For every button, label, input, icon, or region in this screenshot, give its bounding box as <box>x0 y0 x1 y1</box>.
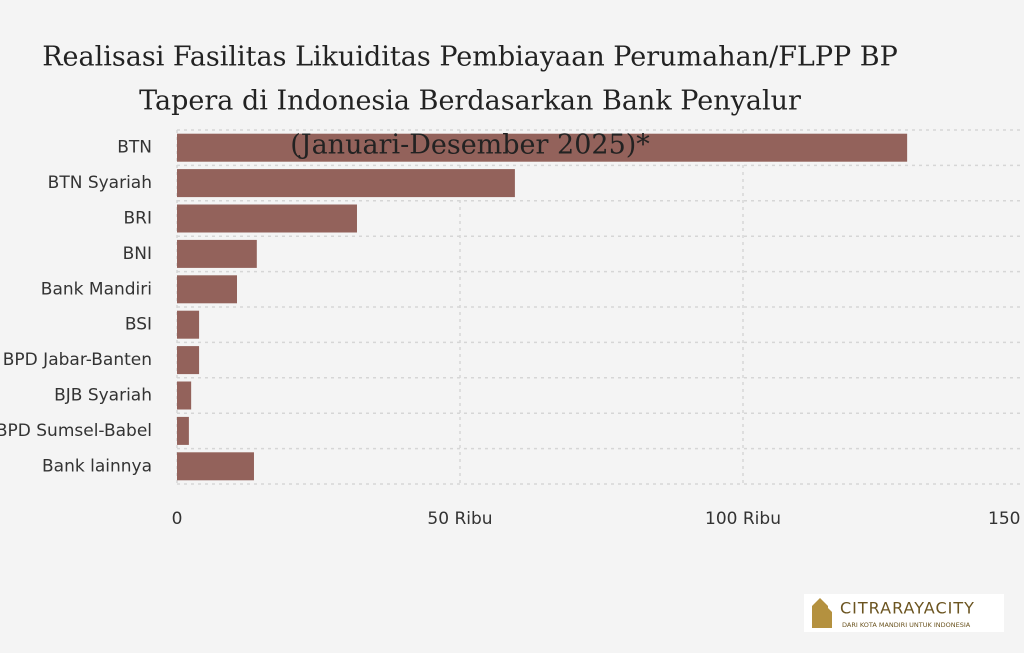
y-tick-label: Bank lainnya <box>42 456 152 476</box>
y-tick-label: BTN <box>117 138 152 158</box>
logo: CITRARAYACITY DARI KOTA MANDIRI UNTUK IN… <box>804 594 1004 632</box>
bar <box>177 204 357 233</box>
bar <box>177 381 192 410</box>
y-tick-label: BPD Sumsel-Babel <box>0 421 152 441</box>
bar <box>177 416 189 445</box>
x-tick-label: 100 Ribu <box>705 509 781 529</box>
logo-tagline: DARI KOTA MANDIRI UNTUK INDONESIA <box>842 621 971 629</box>
bar <box>177 310 200 339</box>
x-tick-label: 150 Ribu <box>988 509 1024 529</box>
chart-title: (Januari-Desember 2025)* <box>290 130 650 161</box>
x-tick-label: 50 Ribu <box>427 509 492 529</box>
bar <box>177 275 237 304</box>
bar <box>177 346 200 375</box>
y-tick-label: BNI <box>123 244 152 264</box>
bar <box>177 169 515 198</box>
bar <box>177 452 254 481</box>
y-tick-label: BSI <box>125 315 152 335</box>
x-tick-label: 0 <box>172 509 183 529</box>
bar <box>177 133 908 162</box>
logo-name: CITRARAYACITY <box>840 599 975 618</box>
chart-title: Tapera di Indonesia Berdasarkan Bank Pen… <box>139 86 801 117</box>
chart-title: Realisasi Fasilitas Likuiditas Pembiayaa… <box>42 42 898 73</box>
y-tick-label: BPD Jabar-Banten <box>3 350 152 370</box>
logo-box <box>804 594 1004 632</box>
logo-icon <box>812 598 832 628</box>
y-tick-label: BRI <box>124 209 153 229</box>
y-tick-label: Bank Mandiri <box>41 279 152 299</box>
y-tick-label: BTN Syariah <box>48 173 152 193</box>
bar <box>177 239 257 268</box>
y-tick-label: BJB Syariah <box>54 386 152 406</box>
